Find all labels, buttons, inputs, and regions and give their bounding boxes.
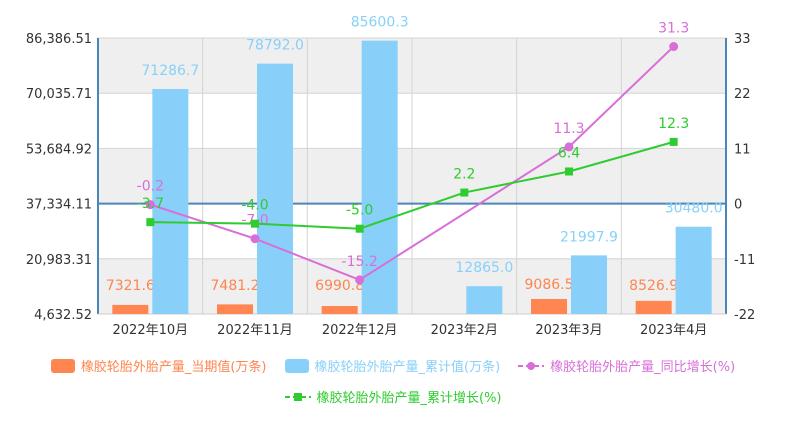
bar-cumulative-value	[257, 63, 293, 314]
label-cumulative-growth: -3.7	[137, 196, 164, 212]
right-axis-tick-label: 22	[734, 87, 751, 102]
bar-cumulative-value	[466, 286, 503, 314]
left-axis-tick-label: 37,334.11	[26, 198, 92, 213]
point-yoy-growth	[250, 234, 260, 244]
left-axis-tick-label: 53,684.92	[26, 142, 92, 157]
point-cumulative-growth	[460, 188, 469, 197]
bar-cumulative-value-label: 78792.0	[246, 38, 304, 54]
point-yoy-growth	[669, 42, 679, 52]
point-cumulative-growth	[146, 218, 155, 227]
x-axis-tick-label: 2022年11月	[217, 323, 293, 338]
left-axis-tick-label: 20,983.31	[26, 253, 92, 268]
legend-label-yoy-growth: 橡胶轮胎外胎产量_同比增长(%)	[550, 360, 736, 375]
right-axis-tick-label: 11	[734, 142, 751, 157]
bar-cumulative-value	[571, 255, 607, 314]
bar-current-value	[321, 306, 358, 314]
label-cumulative-growth: 12.3	[658, 116, 689, 132]
bar-current-value-label: 8526.9	[629, 278, 678, 294]
legend-swatch-cumulative-value	[284, 358, 309, 373]
x-axis-tick-label: 2022年12月	[322, 323, 398, 338]
legend-item-cumulative-value[interactable]: 橡胶轮胎外胎产量_累计值(万条)	[284, 356, 501, 375]
bar-current-value	[217, 304, 253, 314]
point-cumulative-growth	[669, 137, 678, 146]
legend-swatch-cumulative-growth	[284, 392, 311, 401]
bar-current-value	[531, 298, 567, 314]
x-axis-tick-label: 2022年10月	[113, 323, 189, 338]
legend-row-1: 橡胶轮胎外胎产量_当期值(万条) 橡胶轮胎外胎产量_累计值(万条) 橡胶轮胎外胎…	[0, 356, 786, 375]
point-cumulative-growth	[565, 167, 573, 176]
bar-current-value-label: 9086.5	[525, 277, 574, 293]
bar-cumulative-value	[361, 40, 398, 314]
bar-current-value	[112, 304, 149, 314]
right-axis-tick-label: 0	[734, 198, 742, 213]
point-cumulative-growth	[355, 224, 364, 233]
left-axis-tick-label: 4,632.52	[34, 308, 92, 323]
label-cumulative-growth: 6.4	[558, 145, 580, 161]
point-yoy-growth	[145, 200, 155, 210]
label-cumulative-growth: 2.2	[453, 167, 475, 183]
right-axis-tick-label: -11	[734, 253, 755, 268]
label-yoy-growth: 11.3	[553, 121, 584, 137]
x-axis-tick-label: 2023年3月	[535, 323, 602, 338]
x-axis-tick-label: 2023年4月	[640, 323, 707, 338]
legend-swatch-yoy-growth	[518, 361, 545, 370]
bar-cumulative-value-label: 21997.9	[560, 229, 618, 245]
point-cumulative-growth	[251, 219, 259, 228]
bar-cumulative-value-label: 71286.7	[141, 63, 199, 79]
point-yoy-growth	[564, 142, 574, 152]
left-axis-tick-label: 86,386.51	[26, 32, 92, 47]
bar-current-value	[635, 300, 672, 314]
label-cumulative-growth: -5.0	[346, 203, 373, 219]
label-yoy-growth: -0.2	[137, 179, 164, 195]
x-axis-tick-label: 2023年2月	[431, 323, 498, 338]
point-yoy-growth	[355, 275, 365, 285]
legend-item-yoy-growth[interactable]: 橡胶轮胎外胎产量_同比增长(%)	[518, 356, 735, 375]
bar-cumulative-value-label: 12865.0	[455, 260, 513, 276]
legend-item-cumulative-growth[interactable]: 橡胶轮胎外胎产量_累计增长(%)	[284, 387, 502, 406]
bar-current-value-label: 7321.6	[106, 278, 155, 294]
legend-label-cumulative-growth: 橡胶轮胎外胎产量_累计增长(%)	[316, 391, 502, 406]
bar-cumulative-value	[152, 88, 189, 314]
legend-label-cumulative-value: 橡胶轮胎外胎产量_累计值(万条)	[314, 360, 501, 375]
label-yoy-growth: -15.2	[342, 254, 378, 270]
bar-cumulative-value-label: 30480.0	[665, 201, 723, 217]
legend-label-current-value: 橡胶轮胎外胎产量_当期值(万条)	[80, 360, 267, 375]
legend-row-2: 橡胶轮胎外胎产量_累计增长(%)	[0, 387, 786, 406]
left-axis-tick-label: 70,035.71	[26, 87, 92, 102]
label-yoy-growth: 31.3	[658, 21, 689, 37]
right-axis-tick-label: -22	[734, 308, 755, 323]
bar-cumulative-value	[675, 226, 712, 314]
line-cumulative-growth	[150, 140, 674, 230]
label-cumulative-growth: -4.0	[241, 198, 268, 214]
bar-cumulative-value-label: 85600.3	[351, 15, 409, 31]
bar-current-value-label: 6990.8	[315, 278, 364, 294]
legend-swatch-current-value	[50, 358, 75, 373]
right-axis-tick-label: 33	[734, 32, 751, 47]
legend-item-current-value[interactable]: 橡胶轮胎外胎产量_当期值(万条)	[50, 356, 267, 375]
bar-current-value-label: 7481.2	[211, 278, 260, 294]
